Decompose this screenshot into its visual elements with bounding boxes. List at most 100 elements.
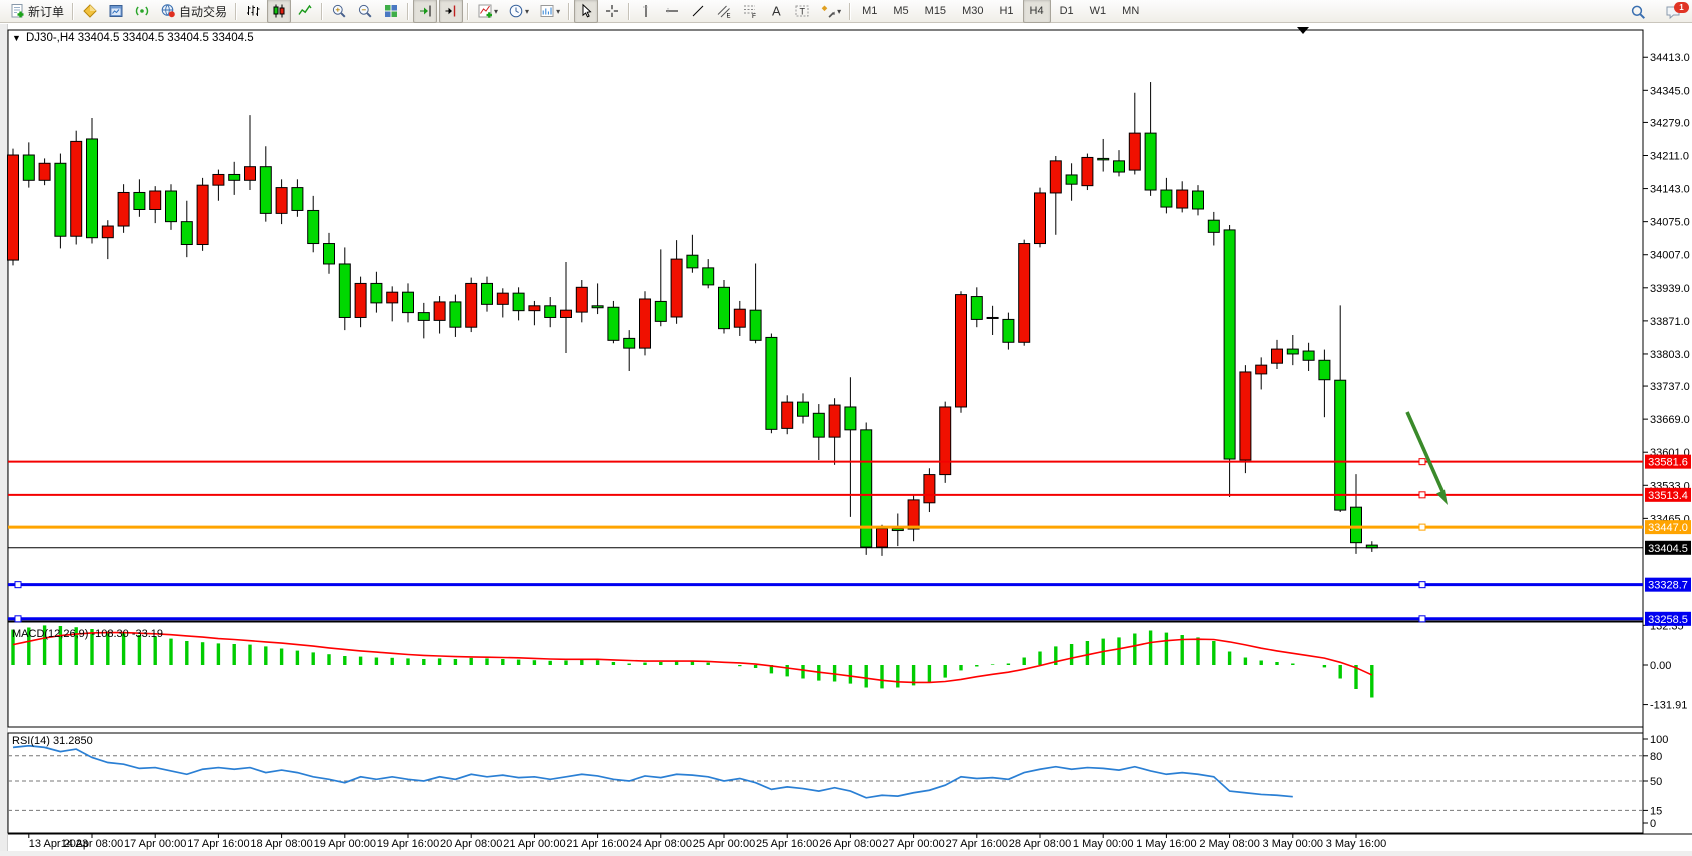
candle-body <box>433 301 446 321</box>
line-chart-button-icon <box>297 3 313 19</box>
rsi-tick-label: 0 <box>1650 818 1656 830</box>
horizontal-line-33581.6[interactable]: 33581.6 <box>8 454 1691 469</box>
price-tick-label: 34279.0 <box>1650 117 1690 129</box>
time-tick-label: 21 Apr 00:00 <box>503 838 565 850</box>
bar-chart-button[interactable] <box>241 0 265 23</box>
horizontal-line-33328.7[interactable]: 33328.7 <box>8 577 1691 592</box>
candle-body <box>749 309 762 341</box>
search-button[interactable] <box>1626 0 1650 24</box>
line-handle[interactable] <box>14 581 22 589</box>
line-price-label: 33258.5 <box>1648 614 1688 626</box>
toolbar-separator <box>467 2 470 20</box>
auto-trading-button[interactable]: 自动交易 <box>156 0 231 23</box>
tf-h4-button[interactable]: H4 <box>1022 0 1051 23</box>
toolbar-separator <box>235 2 238 20</box>
tf-h1-button[interactable]: H1 <box>992 0 1020 23</box>
zoom-in-button[interactable] <box>327 0 351 23</box>
chart-shift-marker[interactable] <box>1297 27 1309 34</box>
periods-button[interactable]: ▾ <box>504 0 533 23</box>
line-handle[interactable] <box>14 615 22 623</box>
candle-body <box>1176 189 1189 209</box>
line-handle[interactable] <box>1418 458 1426 466</box>
horizontal-line-button[interactable] <box>660 0 684 23</box>
line-handle[interactable] <box>1418 523 1426 531</box>
toolbar-separator <box>407 2 410 20</box>
fibonacci-button[interactable]: F <box>738 0 762 23</box>
equidistant-channel-button[interactable]: E <box>712 0 736 23</box>
svg-text:T: T <box>800 7 806 17</box>
candle-body <box>244 166 256 181</box>
tf-w1-button[interactable]: W1 <box>1083 0 1114 23</box>
dropdown-caret-icon[interactable]: ▾ <box>556 6 561 16</box>
main-chart-plot-area[interactable] <box>7 29 1644 622</box>
line-price-label: 33328.7 <box>1648 580 1688 592</box>
candle-body <box>1097 157 1110 161</box>
trendline-button[interactable] <box>686 0 710 23</box>
dropdown-caret-icon[interactable]: ▾ <box>525 6 530 16</box>
crosshair-button[interactable] <box>600 0 624 23</box>
horizontal-line-33258.5[interactable]: 33258.5 <box>8 611 1691 626</box>
chart-collapse-toggle[interactable]: ▼ <box>12 33 21 43</box>
candle-body <box>1128 132 1141 171</box>
candle-body <box>354 282 367 318</box>
rsi-label: RSI(14) 31.2850 <box>12 735 93 747</box>
indicators-button[interactable]: ▾ <box>473 0 502 23</box>
tf-m5-button[interactable]: M5 <box>886 0 915 23</box>
horizontal-line-33447.0[interactable]: 33447.0 <box>8 520 1691 535</box>
text-button[interactable]: A <box>764 0 788 23</box>
line-handle[interactable] <box>1418 581 1426 589</box>
line-handle[interactable] <box>1418 491 1426 499</box>
candle-body <box>38 162 51 181</box>
new-order-button[interactable]: 新订单 <box>5 0 68 23</box>
current-price-line[interactable]: 33404.5 <box>8 540 1691 555</box>
price-tick-label: 33803.0 <box>1650 349 1690 361</box>
candle-body <box>370 282 383 304</box>
line-handle[interactable] <box>1418 615 1426 623</box>
zoom-out-button[interactable] <box>353 0 377 23</box>
arrow-annotation[interactable] <box>1405 411 1448 505</box>
candle-body <box>828 404 841 438</box>
candle-body <box>1334 379 1347 511</box>
tf-m15-button[interactable]: M15 <box>918 0 953 23</box>
vertical-line-button[interactable] <box>634 0 658 23</box>
rsi-panel[interactable] <box>7 732 1644 834</box>
candle-body <box>1192 190 1204 210</box>
tf-m1-button[interactable]: M1 <box>855 0 884 23</box>
time-tick-label: 14 Apr 08:00 <box>61 838 123 850</box>
candle-body <box>1207 219 1220 233</box>
arrows-tool-button[interactable]: ▾ <box>816 0 845 23</box>
macd-panel[interactable] <box>7 621 1644 728</box>
time-tick-label: 25 Apr 16:00 <box>756 838 818 850</box>
dropdown-caret-icon[interactable]: ▾ <box>494 6 499 16</box>
time-tick-label: 2 May 08:00 <box>1199 838 1260 850</box>
candle-body <box>1302 350 1315 361</box>
auto-trading-button-label: 自动交易 <box>179 4 228 19</box>
signals-button[interactable] <box>130 0 154 23</box>
periods-button-icon <box>508 3 524 19</box>
quotes-icon-button[interactable] <box>78 0 102 23</box>
data-window-button[interactable] <box>104 0 128 23</box>
price-axis[interactable]: 34413.0 34345.0 34279.0 34211.0 34143.0 34075… <box>1643 52 1690 525</box>
line-price-label: 33404.5 <box>1648 543 1688 555</box>
candle-body <box>544 305 557 318</box>
tf-m30-button[interactable]: M30 <box>955 0 990 23</box>
candle-body <box>196 184 209 246</box>
line-chart-button[interactable] <box>293 0 317 23</box>
candlestick-chart-button[interactable] <box>267 0 292 23</box>
tf-d1-button[interactable]: D1 <box>1053 0 1081 23</box>
tile-windows-button[interactable] <box>379 0 403 23</box>
quotes-icon-button-icon <box>82 3 98 19</box>
cursor-button[interactable] <box>574 0 599 23</box>
horizontal-line-33513.4[interactable]: 33513.4 <box>8 487 1691 502</box>
crosshair-button-icon <box>604 3 620 19</box>
time-tick-label: 19 Apr 00:00 <box>314 838 376 850</box>
auto-scroll-button[interactable] <box>413 0 438 23</box>
dropdown-caret-icon[interactable]: ▾ <box>837 6 842 16</box>
chat-button[interactable]: 1 <box>1661 0 1689 24</box>
tf-mn-button[interactable]: MN <box>1115 0 1146 23</box>
text-label-button[interactable]: T <box>790 0 814 23</box>
templates-button[interactable]: ▾ <box>535 0 564 23</box>
chart-shift-button[interactable] <box>439 0 464 23</box>
